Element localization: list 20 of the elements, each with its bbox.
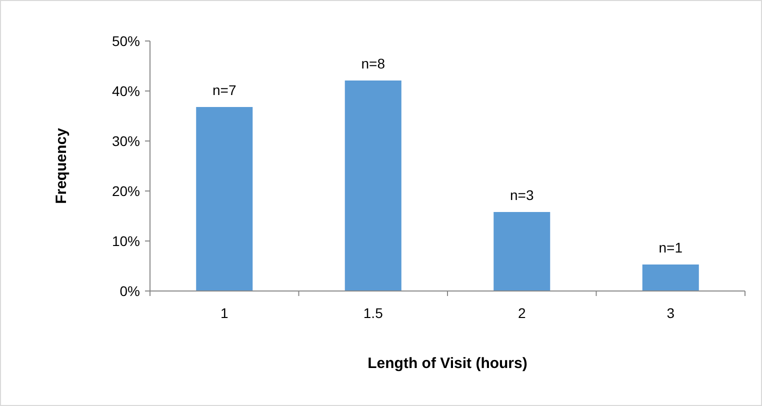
bar [642,264,699,291]
bar [494,212,550,291]
y-tick-label: 20% [112,182,140,199]
annotation: n=3 [510,187,534,203]
x-tick-label: 2 [518,305,526,321]
x-tick-label: 1 [220,305,228,321]
y-axis-title: Frequency [53,127,70,204]
annotation: n=7 [212,82,236,98]
y-tick-label: 40% [112,82,140,99]
x-axis-title: Length of Visit (hours) [368,355,528,372]
bar [344,80,402,291]
bar [196,107,253,291]
x-tick-label: 1.5 [363,305,384,321]
annotation: n=1 [658,240,683,256]
y-tick-label: 50% [112,32,140,49]
x-tick-label: 3 [666,305,675,321]
y-tick-label: 0% [120,282,140,299]
y-tick-label: 10% [112,232,140,249]
y-tick-label: 30% [112,132,140,149]
annotation: n=8 [361,56,386,72]
